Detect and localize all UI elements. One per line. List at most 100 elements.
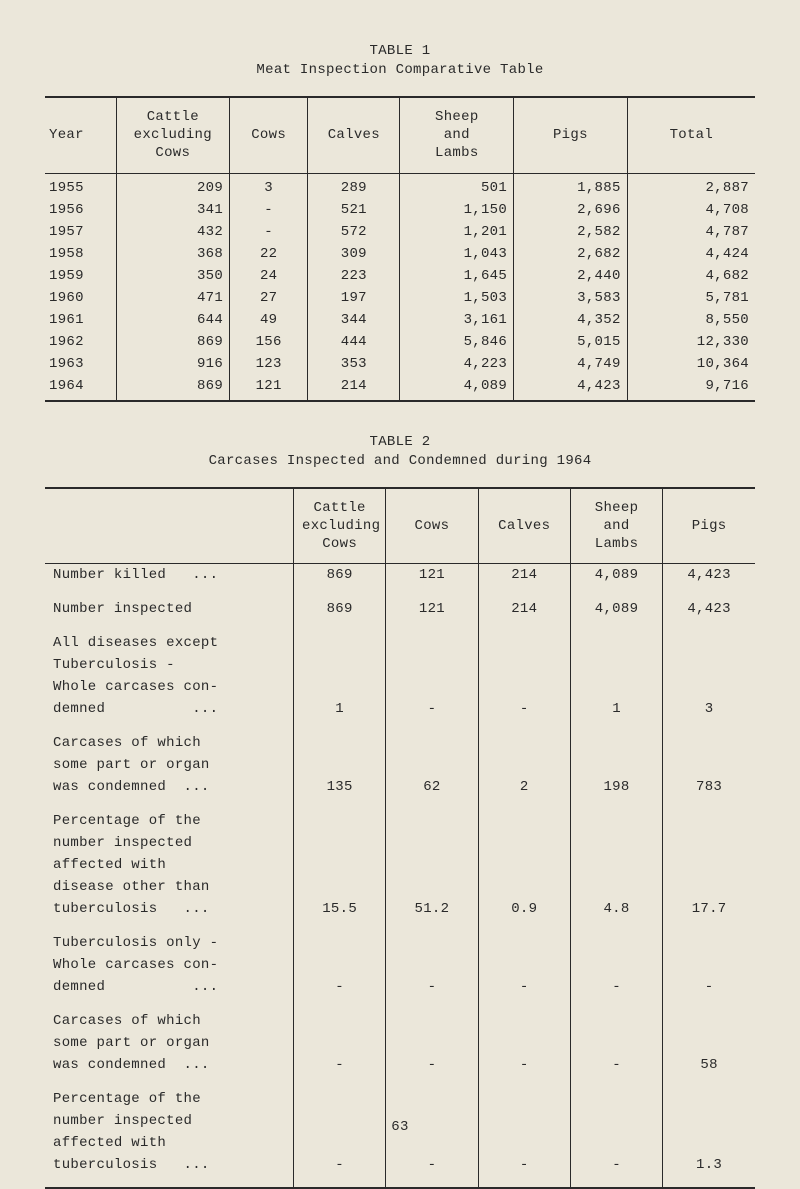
- t1-cell: 4,787: [627, 221, 755, 243]
- t1-cell: 916: [116, 353, 230, 375]
- table-row: All diseases except: [45, 632, 755, 654]
- t1-cell: 471: [116, 287, 230, 309]
- t1-cell: 5,846: [400, 331, 514, 353]
- t2-cell: [570, 1132, 662, 1154]
- t2-row-label: disease other than: [45, 876, 294, 898]
- table-row: affected with: [45, 1132, 755, 1154]
- table-row: Percentage of the: [45, 1088, 755, 1110]
- t2-cell: [478, 676, 570, 698]
- t2-cell: -: [386, 1054, 478, 1076]
- t2-cell: [663, 876, 755, 898]
- t2-cell: 51.2: [386, 898, 478, 920]
- t2-cell: [294, 1032, 386, 1054]
- t2-cell: 3: [663, 698, 755, 720]
- t2-cell: [386, 732, 478, 754]
- t1-cell: 1957: [45, 221, 116, 243]
- t2-row-label: Percentage of the: [45, 1088, 294, 1110]
- t1-cell: 4,423: [514, 375, 628, 401]
- t2-cell: [478, 954, 570, 976]
- t1-cell: 4,682: [627, 265, 755, 287]
- t1-header: CattleexcludingCows: [116, 97, 230, 173]
- t1-cell: 27: [230, 287, 308, 309]
- t2-cell: [386, 932, 478, 954]
- t2-cell: [478, 1088, 570, 1110]
- t2-cell: [294, 854, 386, 876]
- t1-cell: 10,364: [627, 353, 755, 375]
- t2-cell: [570, 1088, 662, 1110]
- t1-cell: 1960: [45, 287, 116, 309]
- t2-cell: [570, 810, 662, 832]
- table-row: 19628691564445,8465,01512,330: [45, 331, 755, 353]
- t2-cell: [478, 854, 570, 876]
- t2-cell: [570, 676, 662, 698]
- t1-cell: 1,043: [400, 243, 514, 265]
- t2-cell: [478, 754, 570, 776]
- t1-cell: 501: [400, 173, 514, 199]
- t1-cell: 368: [116, 243, 230, 265]
- t1-cell: 1959: [45, 265, 116, 287]
- spacer-row: [45, 920, 755, 932]
- t2-cell: 4,423: [663, 564, 755, 587]
- t2-cell: [570, 876, 662, 898]
- t2-cell: 869: [294, 564, 386, 587]
- t1-cell: 869: [116, 375, 230, 401]
- t1-cell: 2,582: [514, 221, 628, 243]
- table-row: affected with: [45, 854, 755, 876]
- t1-cell: 2,682: [514, 243, 628, 265]
- t1-cell: 8,550: [627, 309, 755, 331]
- t2-cell: -: [294, 976, 386, 998]
- t2-cell: -: [386, 1154, 478, 1176]
- t2-cell: [294, 1010, 386, 1032]
- t2-cell: [294, 876, 386, 898]
- t1-cell: 4,352: [514, 309, 628, 331]
- t2-cell: 62: [386, 776, 478, 798]
- t2-cell: -: [478, 1054, 570, 1076]
- t1-cell: 1,503: [400, 287, 514, 309]
- table-row: Whole carcases con-: [45, 954, 755, 976]
- t1-header: Cows: [230, 97, 308, 173]
- t2-header: Cows: [386, 488, 478, 564]
- spacer-row: [45, 620, 755, 632]
- t1-cell: -: [230, 221, 308, 243]
- t2-cell: [386, 754, 478, 776]
- t2-row-label: Carcases of which: [45, 732, 294, 754]
- t2-cell: [478, 654, 570, 676]
- t2-cell: [294, 932, 386, 954]
- t2-cell: 869: [294, 598, 386, 620]
- t2-row-label: Number inspected: [45, 598, 294, 620]
- t2-cell: [570, 754, 662, 776]
- t2-cell: [294, 676, 386, 698]
- t2-cell: 135: [294, 776, 386, 798]
- table-row: Number killed ...8691212144,0894,423: [45, 564, 755, 587]
- t2-cell: [386, 1132, 478, 1154]
- t2-cell: [478, 1032, 570, 1054]
- t2-cell: [663, 754, 755, 776]
- t2-cell: 4.8: [570, 898, 662, 920]
- table-row: 19648691212144,0894,4239,716: [45, 375, 755, 401]
- t2-cell: [570, 1032, 662, 1054]
- t1-cell: 2,440: [514, 265, 628, 287]
- t2-cell: [663, 1032, 755, 1054]
- t1-cell: 644: [116, 309, 230, 331]
- table-row: 195520932895011,8852,887: [45, 173, 755, 199]
- t2-cell: [570, 732, 662, 754]
- table2-title-block: TABLE 2 Carcases Inspected and Condemned…: [45, 434, 755, 469]
- t1-cell: 1963: [45, 353, 116, 375]
- t2-cell: 17.7: [663, 898, 755, 920]
- t2-cell: 1.3: [663, 1154, 755, 1176]
- t1-cell: 24: [230, 265, 308, 287]
- t2-cell: [478, 632, 570, 654]
- t2-cell: [663, 1088, 755, 1110]
- t2-header: [45, 488, 294, 564]
- t2-row-label: was condemned ...: [45, 1054, 294, 1076]
- table-row: 1956341-5211,1502,6964,708: [45, 199, 755, 221]
- t2-cell: [570, 954, 662, 976]
- t2-cell: [478, 732, 570, 754]
- t2-cell: 4,089: [570, 564, 662, 587]
- spacer-row: [45, 1076, 755, 1088]
- t2-row-label: number inspected: [45, 832, 294, 854]
- t2-cell: [386, 676, 478, 698]
- t2-cell: 1: [570, 698, 662, 720]
- t2-row-label: tuberculosis ...: [45, 1154, 294, 1176]
- t2-row-label: Tuberculosis -: [45, 654, 294, 676]
